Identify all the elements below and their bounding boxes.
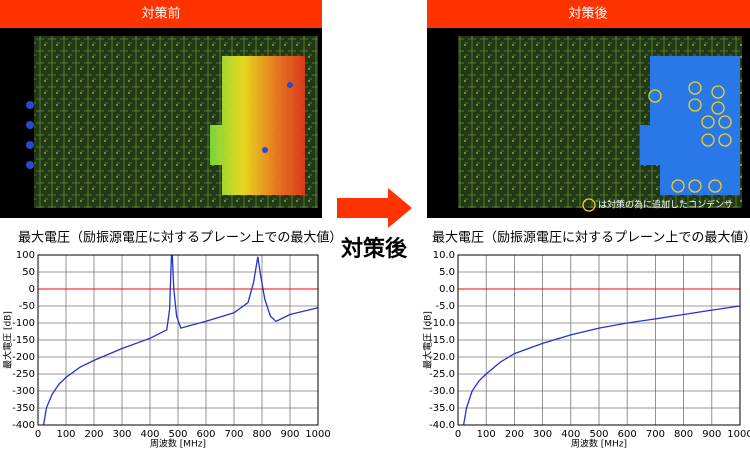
x-tick-label: 700 [646,429,665,440]
x-tick-label: 200 [505,429,524,440]
y-tick-label: -30.0 [429,386,455,397]
y-axis-label: 最大電圧 [dB] [422,311,434,369]
plot-border [457,254,741,426]
y-tick-label: -5.0 [435,301,455,312]
x-tick-label: 400 [561,429,580,440]
data-line [462,305,740,425]
heat-region [210,56,305,195]
x-tick-label: 1000 [727,429,750,440]
x-tick-label: 600 [196,429,215,440]
x-tick-label: 100 [56,429,75,440]
legend-symbol [582,198,596,212]
y-tick-label: 0.0 [439,284,455,295]
x-tick-label: 800 [252,429,271,440]
added-capacitors [648,81,732,193]
y-tick-label: -400 [12,420,35,431]
chart-title: 最大電圧（励振源電圧に対するプレーン上での最大値） [432,230,750,246]
arrow [337,188,412,228]
x-tick-label: 500 [589,429,608,440]
x-tick-label: 300 [112,429,131,440]
panel-header: 対策前 [141,6,180,22]
y-tick-label: -20.0 [429,352,455,363]
y-tick-label: -15.0 [429,335,455,346]
y-tick-label: -35.0 [429,403,455,414]
y-tick-label: -100 [12,318,35,329]
y-tick-label: -50 [19,301,35,312]
y-tick-label: -300 [12,386,35,397]
y-tick-label: -200 [12,352,35,363]
y-tick-label: -250 [12,369,35,380]
y-tick-label: 10.0 [433,250,455,261]
x-axis-label: 周波数 [MHz] [571,438,627,450]
y-tick-label: 50 [22,267,35,278]
vias [26,82,293,169]
x-tick-label: 900 [280,429,299,440]
series-group [42,255,318,425]
plot-border [37,254,319,426]
x-tick-label: 0 [35,429,41,440]
x-tick-label: 0 [455,429,461,440]
x-tick-label: 300 [533,429,552,440]
y-tick-label: -350 [12,403,35,414]
legend-note: は対策の為に追加したコンデンサ [598,199,733,211]
y-tick-label: -150 [12,335,35,346]
y-tick-label: -10.0 [429,318,455,329]
y-tick-label: 5.0 [439,267,455,278]
x-axis-label: 周波数 [MHz] [150,438,206,450]
series-group [462,305,740,425]
x-tick-label: 500 [168,429,187,440]
arrow-label: 対策後 [341,236,408,262]
x-tick-label: 200 [84,429,103,440]
y-axis-label: 最大電圧 [dB] [2,311,14,369]
x-tick-label: 600 [618,429,637,440]
header-bar [427,0,750,28]
data-line [42,255,318,425]
x-tick-label: 100 [477,429,496,440]
y-tick-label: 100 [16,250,35,261]
heat-region [640,56,740,195]
x-tick-label: 800 [674,429,693,440]
x-tick-label: 400 [140,429,159,440]
y-tick-label: -25.0 [429,369,455,380]
panel-header: 対策後 [568,6,607,22]
y-tick-label: 0 [29,284,35,295]
chart-title: 最大電圧（励振源電圧に対するプレーン上での最大値） [18,230,342,246]
x-tick-label: 700 [224,429,243,440]
x-tick-label: 900 [702,429,721,440]
header-bar [0,0,322,28]
x-tick-label: 1000 [305,429,330,440]
y-tick-label: -40.0 [429,420,455,431]
